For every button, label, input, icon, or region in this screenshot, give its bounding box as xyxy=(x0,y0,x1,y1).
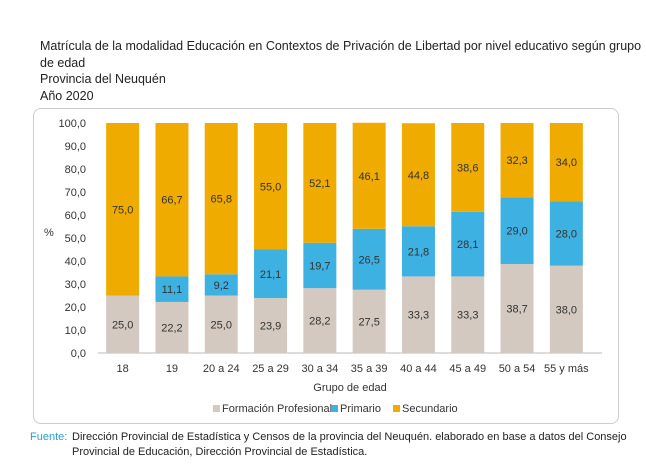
y-tick-label: 60,0 xyxy=(65,210,86,222)
data-label: 23,9 xyxy=(260,321,281,333)
data-label: 44,8 xyxy=(408,170,429,182)
y-tick-label: 80,0 xyxy=(65,164,86,176)
data-label: 75,0 xyxy=(112,204,133,216)
bar-segment xyxy=(549,201,583,266)
data-label: 21,1 xyxy=(260,269,281,281)
bar-segment xyxy=(303,123,337,243)
bar-segment xyxy=(401,226,435,277)
y-tick-label: 100,0 xyxy=(58,118,86,130)
y-tick-label: 10,0 xyxy=(65,325,86,337)
y-tick-label: 70,0 xyxy=(65,187,86,199)
bar-segment xyxy=(303,242,337,289)
x-tick-label: 18 xyxy=(117,363,129,375)
y-tick-label: 40,0 xyxy=(65,256,86,268)
legend-swatch xyxy=(213,405,220,412)
bar-segment xyxy=(303,288,337,353)
chart-title: Matrícula de la modalidad Educación en C… xyxy=(40,38,642,104)
x-tick-label: 20 a 24 xyxy=(203,363,240,375)
data-label: 21,8 xyxy=(408,246,429,258)
data-label: 52,1 xyxy=(309,178,330,190)
data-label: 25,0 xyxy=(211,319,232,331)
data-label: 55,0 xyxy=(260,181,281,193)
bar-segment xyxy=(204,123,238,275)
bar-segment xyxy=(352,122,386,229)
data-label: 28,0 xyxy=(556,228,577,240)
y-axis-label: % xyxy=(44,227,54,239)
bar-segment xyxy=(401,123,435,227)
bar-segment xyxy=(451,123,485,212)
bar-segment xyxy=(106,123,140,296)
data-label: 46,1 xyxy=(358,171,379,183)
data-label: 33,3 xyxy=(457,310,478,322)
bar-segment xyxy=(155,276,189,302)
legend-swatch xyxy=(393,405,400,412)
data-label: 29,0 xyxy=(506,226,527,238)
source-text: Dirección Provincial de Estadística y Ce… xyxy=(72,431,627,458)
data-label: 28,1 xyxy=(457,239,478,251)
bar-segment xyxy=(106,295,140,353)
legend-label: Secundario xyxy=(402,403,458,415)
data-label: 65,8 xyxy=(211,194,232,206)
bar-segment xyxy=(254,298,288,353)
data-label: 19,7 xyxy=(309,260,330,272)
data-label: 28,2 xyxy=(309,316,330,328)
data-label: 33,3 xyxy=(408,310,429,322)
chart-frame xyxy=(33,108,619,424)
x-tick-label: 40 a 44 xyxy=(400,363,437,375)
data-label: 22,2 xyxy=(161,322,182,334)
x-axis-label: Grupo de edad xyxy=(313,382,386,394)
x-tick-label: 19 xyxy=(166,363,178,375)
bar-segment xyxy=(451,211,485,277)
y-tick-label: 50,0 xyxy=(65,233,86,245)
legend-label: Primario xyxy=(340,403,381,415)
x-tick-label: 30 a 34 xyxy=(301,363,338,375)
y-tick-label: 30,0 xyxy=(65,279,86,291)
data-label: 27,5 xyxy=(358,316,379,328)
source-label: Fuente: xyxy=(30,431,68,443)
title-line-1: Matrícula de la modalidad Educación en C… xyxy=(40,39,642,53)
x-tick-label: 45 a 49 xyxy=(449,363,486,375)
bar-segment xyxy=(204,295,238,353)
legend-label: Formación Profesional xyxy=(222,403,332,415)
data-label: 38,0 xyxy=(556,304,577,316)
data-label: 9,2 xyxy=(214,280,229,292)
bar-segment xyxy=(451,276,485,353)
data-label: 32,3 xyxy=(506,155,527,167)
title-line-4: Año 2020 xyxy=(40,88,94,103)
x-tick-label: 35 a 39 xyxy=(351,363,388,375)
x-tick-label: 50 a 54 xyxy=(499,363,536,375)
y-tick-label: 20,0 xyxy=(65,302,86,314)
y-tick-label: 90,0 xyxy=(65,141,86,153)
data-label: 25,0 xyxy=(112,319,133,331)
data-label: 38,7 xyxy=(506,303,527,315)
bar-segment xyxy=(155,301,189,353)
data-label: 66,7 xyxy=(161,195,182,207)
y-tick-label: 0,0 xyxy=(71,348,86,360)
data-label: 34,0 xyxy=(556,157,577,169)
bar-segment xyxy=(549,123,583,202)
bar-segment xyxy=(500,123,534,198)
bar-segment xyxy=(254,123,288,250)
legend-swatch xyxy=(331,405,338,412)
bar-segment xyxy=(204,274,238,296)
bar-segment xyxy=(254,249,288,299)
bar-segment xyxy=(401,276,435,353)
bar-segment xyxy=(352,289,386,353)
x-tick-label: 25 a 29 xyxy=(252,363,289,375)
bar-segment xyxy=(352,228,386,290)
bar-segment xyxy=(155,123,189,277)
data-label: 38,6 xyxy=(457,162,478,174)
title-line-2: de edad xyxy=(40,55,86,70)
bar-segment xyxy=(500,197,534,264)
x-tick-label: 55 y más xyxy=(544,363,589,375)
data-label: 26,5 xyxy=(358,254,379,266)
bar-segment xyxy=(500,263,534,353)
title-line-3: Provincia del Neuquén xyxy=(40,72,166,86)
bar-segment xyxy=(549,265,583,353)
data-label: 11,1 xyxy=(162,284,183,296)
